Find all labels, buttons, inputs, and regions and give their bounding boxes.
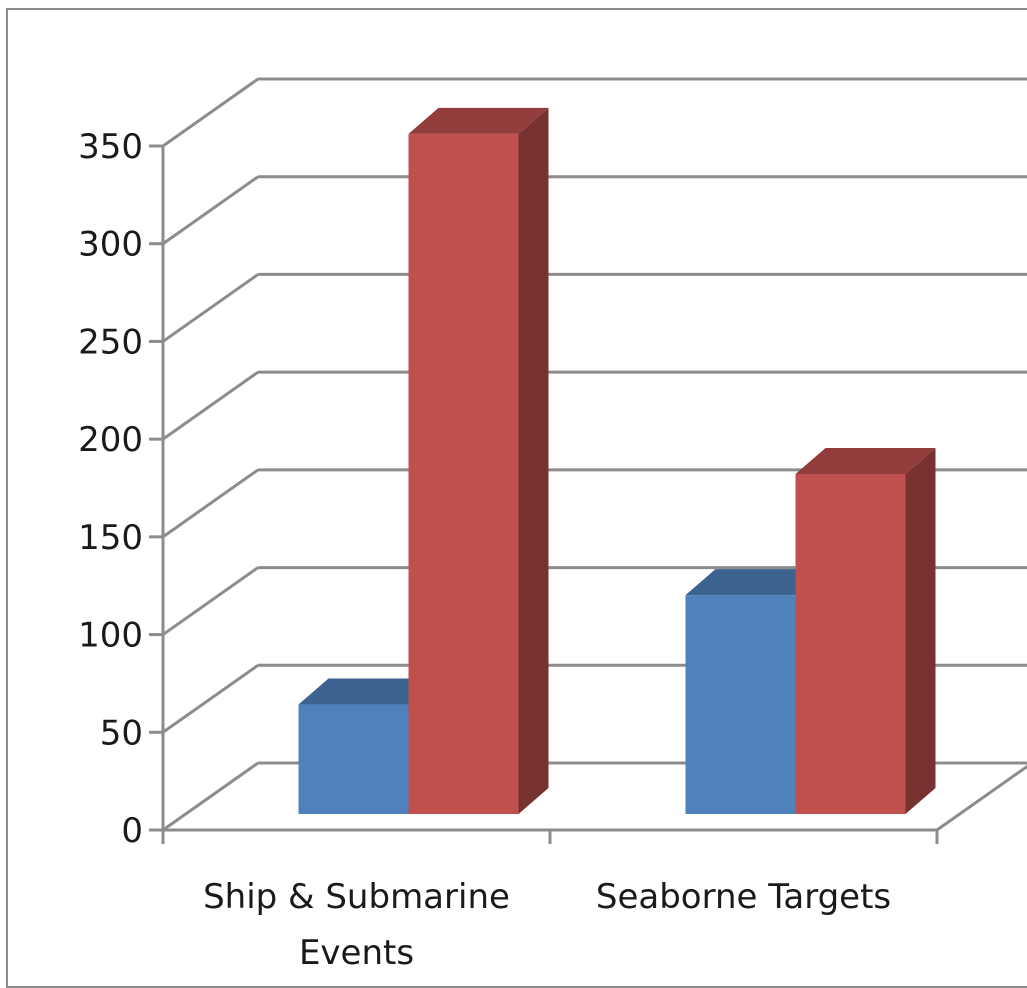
bar <box>408 107 549 814</box>
gridline-depth <box>162 761 259 832</box>
bar-top <box>298 678 439 705</box>
x-category-label: Seaborne Targets <box>596 877 891 917</box>
x-category-label: Ship & Submarine <box>203 877 510 917</box>
y-tick-label: 150 <box>78 518 143 558</box>
bar-front <box>685 595 796 814</box>
y-tick-label: 0 <box>121 811 143 851</box>
gridline-depth <box>162 468 259 539</box>
y-tick-label: 50 <box>100 713 143 753</box>
y-tick-label: 200 <box>78 420 143 460</box>
y-tick-label: 100 <box>78 616 143 656</box>
y-tick-label: 250 <box>78 322 143 362</box>
bar-top <box>408 107 549 134</box>
bar-top <box>795 447 936 474</box>
bar-front <box>795 473 906 814</box>
bar-side <box>518 107 549 814</box>
bar-chart: 0 50 100 150 200 250 300 350 Ship & Submarine Eve… <box>78 77 1027 968</box>
gridline-depth <box>162 175 259 245</box>
gridline-depth <box>162 566 259 636</box>
gridline-depth <box>162 77 259 148</box>
gridline-depth <box>162 370 259 441</box>
label-layer: 0 50 100 150 200 250 300 350 Ship & Submarine Eve… <box>78 127 891 968</box>
bar-layer <box>298 107 936 814</box>
bar-front <box>408 133 519 814</box>
gridline-depth <box>162 273 259 343</box>
bar-top <box>685 569 826 596</box>
x-category-label: Events <box>299 933 414 968</box>
bar-side <box>905 447 936 814</box>
bar <box>795 447 936 814</box>
gridline-depth <box>162 664 259 734</box>
y-tick-label: 350 <box>78 127 143 167</box>
bar-front <box>298 704 409 814</box>
y-tick-label: 300 <box>78 225 143 265</box>
axis-layer <box>149 144 939 844</box>
